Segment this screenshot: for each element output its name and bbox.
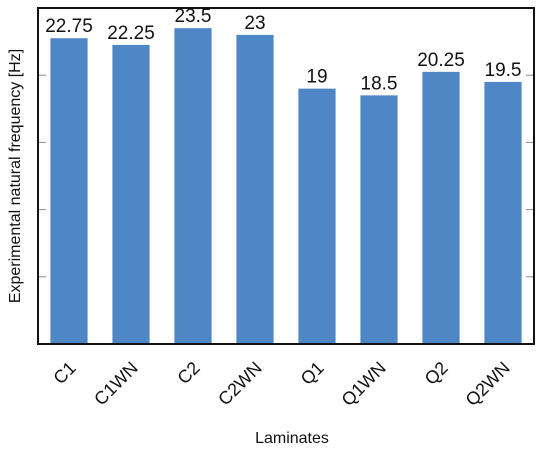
x-tick-label: Q2WN <box>462 358 514 410</box>
y-ticks-group <box>38 74 534 278</box>
x-tick-label: C2 <box>173 358 203 388</box>
x-tick-label: C1WN <box>90 358 142 410</box>
plot-frame <box>37 7 535 345</box>
x-tick-label: Q1WN <box>338 358 390 410</box>
bar-value-label: 19.5 <box>485 60 522 81</box>
value-labels-group: 22.75 22.25 23.5 23 19 18.5 20.25 19.5 <box>45 6 521 94</box>
bar <box>422 71 460 344</box>
bar-value-label: 22.25 <box>107 23 155 44</box>
bar <box>112 44 150 345</box>
bar <box>298 88 336 344</box>
y-axis-label: Experimental natural frequency [Hz] <box>7 49 24 303</box>
bar <box>50 38 88 345</box>
x-tick-label: C1 <box>49 358 79 388</box>
x-tick-label: Q1 <box>297 358 328 389</box>
bar <box>484 81 522 345</box>
bar-value-label: 23.5 <box>175 6 212 27</box>
bar <box>174 28 212 344</box>
bar <box>236 34 274 344</box>
x-axis-label: Laminates <box>255 430 329 447</box>
bar <box>360 95 398 344</box>
x-tick-label: C2WN <box>214 358 266 410</box>
bar-value-label: 22.75 <box>45 16 93 37</box>
bar-value-label: 19 <box>306 67 327 88</box>
x-tick-labels-group: C1 C1WN C2 C2WN Q1 Q1WN Q2 Q2WN <box>49 358 513 410</box>
bars-group <box>50 28 522 345</box>
bar-value-label: 18.5 <box>361 73 398 94</box>
x-tick-label: Q2 <box>421 358 452 389</box>
bar-value-label: 23 <box>244 13 265 34</box>
bar-value-label: 20.25 <box>417 50 465 71</box>
